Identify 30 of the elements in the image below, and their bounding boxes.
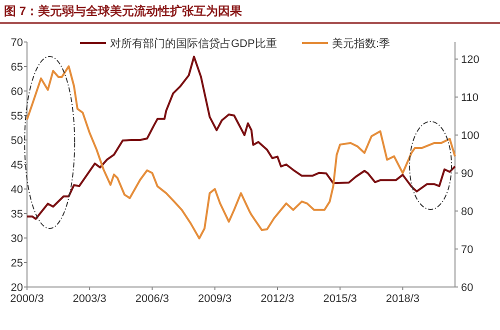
y-tick-label: 55 <box>10 110 23 122</box>
y-tick-label: 45 <box>10 159 23 172</box>
x-tick-label: 2006/3 <box>135 293 170 305</box>
y-tick-label: 70 <box>10 36 23 49</box>
chart-title: 图 7：美元弱与全球美元流动性扩张互为因果 <box>4 4 244 18</box>
legend-label: 对所有部门的国际信贷占GDP比重 <box>110 36 277 50</box>
y-tick-label: 60 <box>10 86 23 98</box>
y2-tick-label: 60 <box>461 282 474 294</box>
x-tick-label: 2015/3 <box>323 293 357 305</box>
x-tick-label: 2018/3 <box>386 293 420 305</box>
y-tick-label: 20 <box>10 282 23 294</box>
line-series <box>26 56 456 220</box>
y2-tick-label: 90 <box>461 168 474 180</box>
y2-tick-label: 70 <box>461 244 474 256</box>
line-series <box>26 65 456 240</box>
y-tick-label: 40 <box>10 184 23 196</box>
y-tick-label: 50 <box>10 134 23 147</box>
y-tick-label: 35 <box>10 208 23 220</box>
y2-tick-label: 100 <box>461 130 480 142</box>
y-tick-label: 30 <box>10 232 23 245</box>
y2-tick-label: 110 <box>461 92 479 104</box>
x-tick-label: 2009/3 <box>198 293 232 305</box>
x-tick-label: 2000/3 <box>10 293 44 305</box>
y-tick-label: 25 <box>10 257 23 270</box>
y2-tick-label: 120 <box>461 54 480 66</box>
y2-tick-label: 80 <box>461 206 474 218</box>
x-tick-label: 2003/3 <box>72 293 106 305</box>
x-tick-label: 2012/3 <box>260 293 294 305</box>
y-tick-label: 65 <box>10 61 23 74</box>
legend-label: 美元指数:季 <box>332 36 390 50</box>
